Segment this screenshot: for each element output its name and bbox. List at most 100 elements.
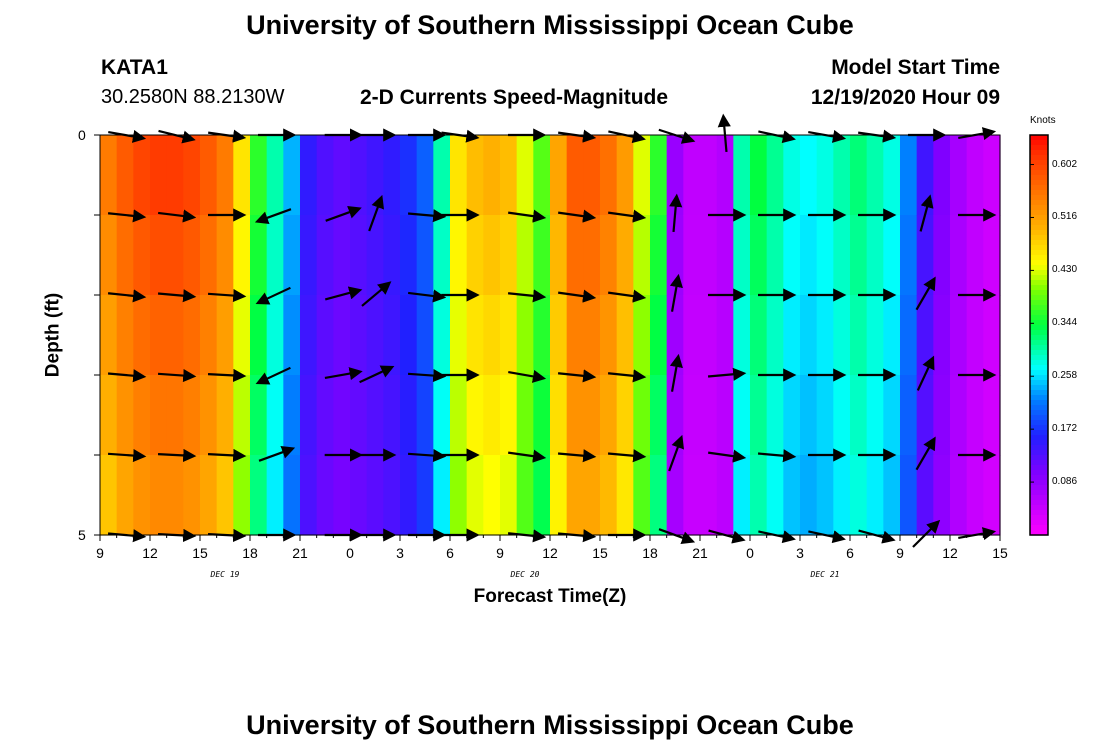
heatmap-cell: [466, 295, 484, 376]
heatmap-cell: [666, 295, 684, 376]
current-vector: [608, 209, 647, 223]
heatmap-cell: [166, 375, 184, 456]
heatmap-cell: [233, 135, 251, 216]
heatmap-cell: [750, 455, 768, 536]
heatmap-cell: [383, 295, 401, 376]
heatmap-cell: [616, 455, 634, 536]
heatmap-cell: [300, 135, 318, 216]
colorbar-segment: [1030, 475, 1048, 481]
colorbar-segment: [1030, 265, 1048, 271]
colorbar-segment: [1030, 425, 1048, 431]
heatmap-cell: [166, 295, 184, 376]
colorbar-segment: [1030, 320, 1048, 326]
heatmap-cell: [816, 135, 834, 216]
heatmap-cell: [950, 455, 968, 536]
heatmap-cell: [700, 455, 718, 536]
heatmap-cell: [433, 295, 451, 376]
x-tick-label: 15: [592, 545, 608, 561]
heatmap-cell: [500, 135, 518, 216]
colorbar-segment: [1030, 225, 1048, 231]
heatmap-cell: [616, 295, 634, 376]
heatmap-cell: [566, 215, 584, 296]
current-vector: [669, 193, 683, 233]
heatmap-cell: [400, 135, 418, 216]
heatmap-cell: [766, 375, 784, 456]
heatmap-cell: [200, 375, 218, 456]
x-tick-label: 3: [396, 545, 404, 561]
heatmap-cell: [416, 295, 434, 376]
heatmap-cell: [333, 455, 351, 536]
colorbar-segment: [1030, 215, 1048, 221]
heatmap-cell: [516, 135, 534, 216]
heatmap-cell: [550, 135, 568, 216]
heatmap-cell: [950, 295, 968, 376]
current-vector: [407, 209, 447, 223]
colorbar-segment: [1030, 305, 1048, 311]
heatmap-cell: [200, 215, 218, 296]
heatmap-cell: [516, 375, 534, 456]
x-tick-label: 9: [96, 545, 104, 561]
colorbar-segment: [1030, 385, 1048, 391]
colorbar-segment: [1030, 465, 1048, 471]
heatmap-cell: [300, 375, 318, 456]
heatmap-cell: [516, 295, 534, 376]
colorbar-segment: [1030, 365, 1048, 371]
heatmap-cell: [566, 135, 584, 216]
current-vector: [608, 289, 647, 303]
heatmap-cell: [383, 135, 401, 216]
heatmap-cell: [633, 295, 651, 376]
colorbar-segment: [1030, 350, 1048, 356]
current-vector: [558, 209, 597, 223]
heatmap-cell: [900, 295, 918, 376]
heatmap-cell: [733, 295, 751, 376]
x-tick-label: 21: [692, 545, 708, 561]
x-tick-label: 0: [346, 545, 354, 561]
x-tick-label: 12: [542, 545, 558, 561]
heatmap-cell: [683, 295, 701, 376]
heatmap-cell: [750, 375, 768, 456]
heatmap-cell: [800, 455, 818, 536]
heatmap-cell: [416, 215, 434, 296]
colorbar-segment: [1030, 255, 1048, 261]
heatmap-cell: [350, 455, 368, 536]
heatmap-cell: [500, 215, 518, 296]
heatmap-cell: [250, 215, 268, 296]
x-tick-label: 18: [642, 545, 658, 561]
current-vector: [919, 194, 934, 232]
heatmap-cell: [266, 295, 284, 376]
heatmap-cell: [100, 455, 118, 536]
colorbar-segment: [1030, 345, 1048, 351]
heatmap-cell: [150, 295, 168, 376]
current-vector: [558, 289, 597, 303]
current-vector: [407, 368, 447, 383]
heatmap-cell: [566, 295, 584, 376]
colorbar-segment: [1030, 145, 1048, 151]
colorbar-segment: [1030, 200, 1048, 206]
heatmap-cell: [950, 215, 968, 296]
heatmap-cell: [100, 295, 118, 376]
heatmap-cell: [733, 215, 751, 296]
heatmap-cell: [350, 135, 368, 216]
heatmap-cell: [933, 455, 951, 536]
colorbar-unit: Knots: [1030, 115, 1056, 126]
heatmap-cell: [433, 135, 451, 216]
heatmap-cell: [450, 295, 468, 376]
heatmap-cell: [350, 295, 368, 376]
colorbar-segment: [1030, 135, 1048, 141]
heatmap-cell: [216, 375, 234, 456]
heatmap-cell: [316, 455, 334, 536]
model-start-label: Model Start Time: [831, 56, 1000, 79]
heatmap-cell: [833, 135, 851, 216]
heatmap-cell: [183, 135, 201, 216]
heatmap-cell: [633, 455, 651, 536]
colorbar-segment: [1030, 180, 1048, 186]
heatmap-cell: [683, 375, 701, 456]
heatmap-cell: [433, 215, 451, 296]
heatmap-cell: [633, 135, 651, 216]
current-vector: [254, 208, 292, 225]
heatmap-cell: [933, 215, 951, 296]
heatmap-cell: [100, 375, 118, 456]
heatmap-cell: [933, 295, 951, 376]
heatmap-cell: [600, 375, 618, 456]
heatmap-cell: [866, 135, 884, 216]
